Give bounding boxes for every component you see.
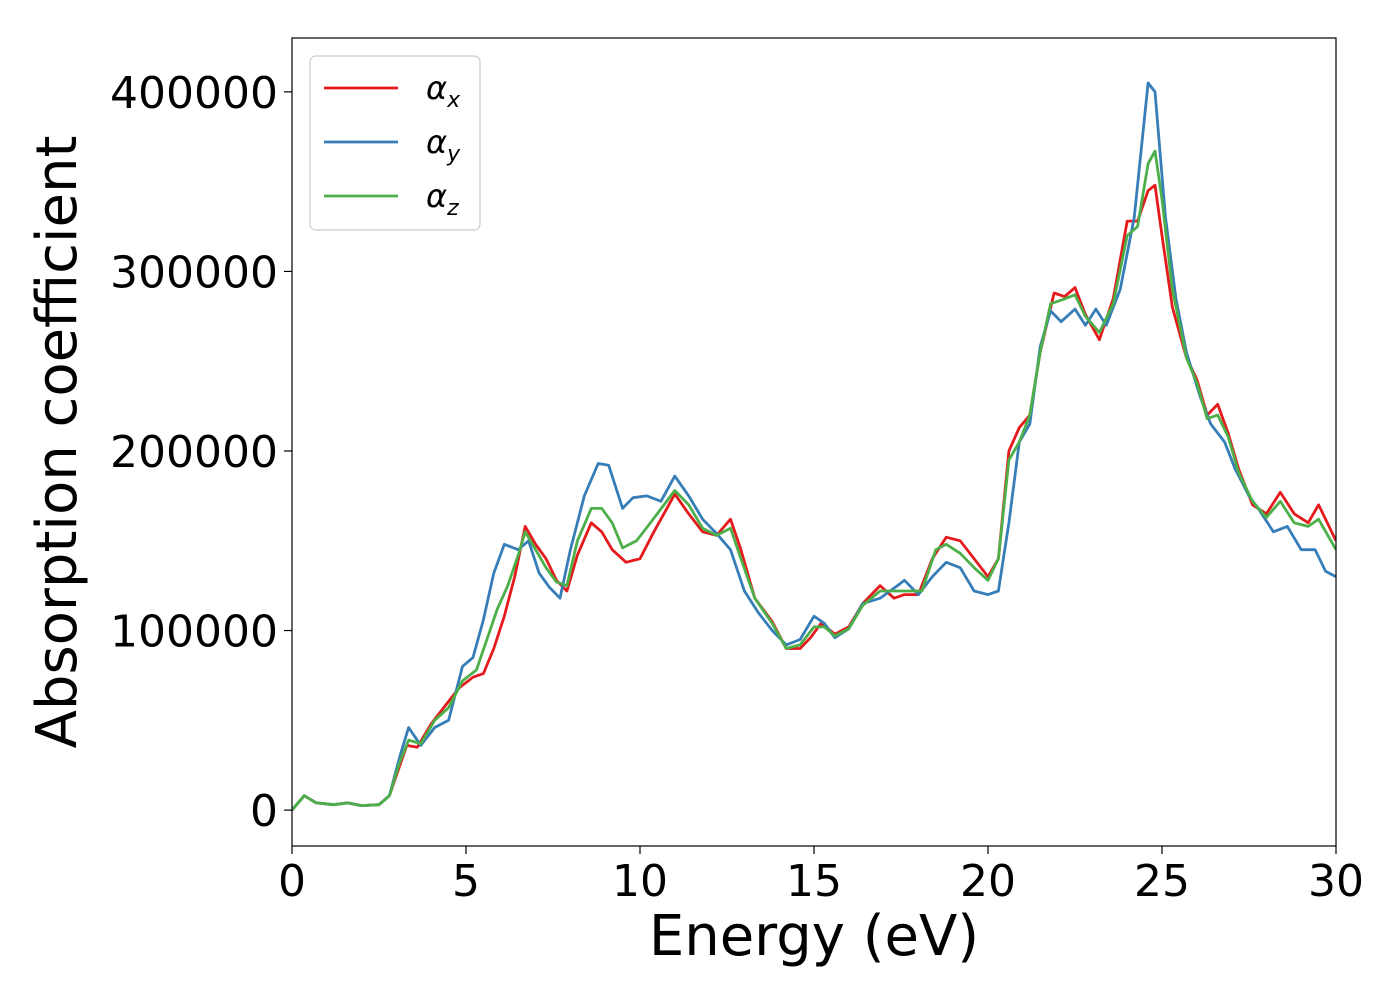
y-tick-label: 300000 — [110, 247, 278, 298]
x-tick-label: 0 — [278, 856, 306, 907]
axes-layer: 0 5 10 15 20 25 30 0 100000 200000 300000 400000 Ene… — [25, 37, 1364, 969]
y-axis-title: Absorption coefficient — [25, 136, 90, 749]
series-line-z — [292, 149, 1336, 812]
x-tick-label: 15 — [786, 856, 842, 907]
series-layer — [292, 81, 1336, 812]
x-tick-label: 5 — [452, 856, 480, 907]
x-tick-label: 20 — [960, 856, 1016, 907]
series-line-y — [292, 81, 1336, 812]
y-tick-label: 100000 — [110, 607, 278, 658]
legend-label-z: αz — [426, 177, 459, 221]
x-tick-label: 10 — [612, 856, 668, 907]
y-tick-label: 0 — [250, 786, 278, 837]
series-line-x — [292, 183, 1336, 812]
x-tick-label: 30 — [1308, 856, 1364, 907]
x-axis-title: Energy (eV) — [649, 904, 979, 969]
y-tick-label: 400000 — [110, 68, 278, 119]
y-tick-label: 200000 — [110, 427, 278, 478]
x-tick-label: 25 — [1134, 856, 1190, 907]
